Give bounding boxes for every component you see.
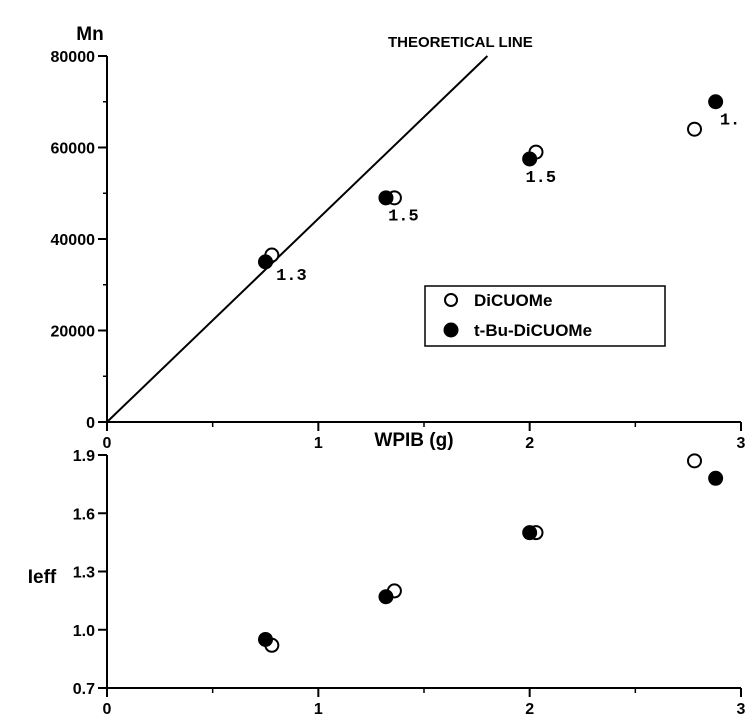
x-tick-label: 0 (103, 435, 112, 452)
x-tick-label: 1 (314, 435, 323, 452)
y-tick-label: 80000 (51, 49, 96, 66)
x-tick-label: 2 (525, 701, 534, 718)
y-tick-label: 40000 (51, 232, 96, 249)
y-tick-label: 60000 (51, 141, 96, 158)
x-axis-title: WPIB (g) (374, 430, 453, 451)
x-tick-label: 2 (525, 435, 534, 452)
y-axis-title: Ieff (28, 567, 57, 588)
x-tick-label: 3 (737, 701, 746, 718)
legend-label: t-Bu-DiCUOMe (474, 321, 592, 340)
y-tick-label: 1.0 (73, 623, 95, 640)
legend-open-circle-icon (444, 293, 458, 307)
x-tick-label: 3 (737, 435, 746, 452)
y-tick-label: 1.3 (73, 565, 95, 582)
legend-filled-circle-icon (443, 322, 459, 338)
point-annotation: 1.5 (388, 208, 419, 227)
filled-circle-point (258, 631, 273, 647)
x-tick-label: 0 (103, 701, 112, 718)
point-annotation: 1. (720, 112, 740, 131)
filled-circle-point (708, 94, 724, 110)
point-annotation: 1.3 (276, 267, 307, 286)
filled-circle-point (258, 254, 273, 270)
theoretical-line-label: THEORETICAL LINE (388, 34, 533, 51)
filled-circle-point (522, 151, 538, 167)
y-tick-label: 1.6 (73, 506, 95, 523)
open-circle-point (687, 453, 703, 469)
legend-box (424, 285, 666, 347)
open-circle-point (687, 121, 703, 137)
filled-circle-point (378, 589, 394, 605)
theoretical-line (106, 55, 489, 423)
filled-circle-point (708, 470, 724, 486)
mn-chart: 0 20000 40000 60000 80000 0 1 2 3 Mn WPIB (g) THEOR… (51, 24, 746, 452)
y-tick-label: 20000 (51, 324, 96, 341)
filled-circle-point (522, 525, 538, 541)
y-tick-label: 1.9 (73, 448, 95, 465)
y-tick-label: 0.7 (73, 681, 95, 698)
filled-circle-point (378, 190, 394, 206)
y-tick-label: 0 (86, 415, 95, 432)
point-annotation: 1.5 (525, 169, 556, 188)
ieff-chart: 0.7 1.0 1.3 1.6 1.9 0 1 2 3 Ieff (28, 448, 746, 718)
y-axis-title: Mn (76, 24, 103, 45)
legend-label: DiCUOMe (474, 291, 552, 310)
x-tick-label: 1 (314, 701, 323, 718)
